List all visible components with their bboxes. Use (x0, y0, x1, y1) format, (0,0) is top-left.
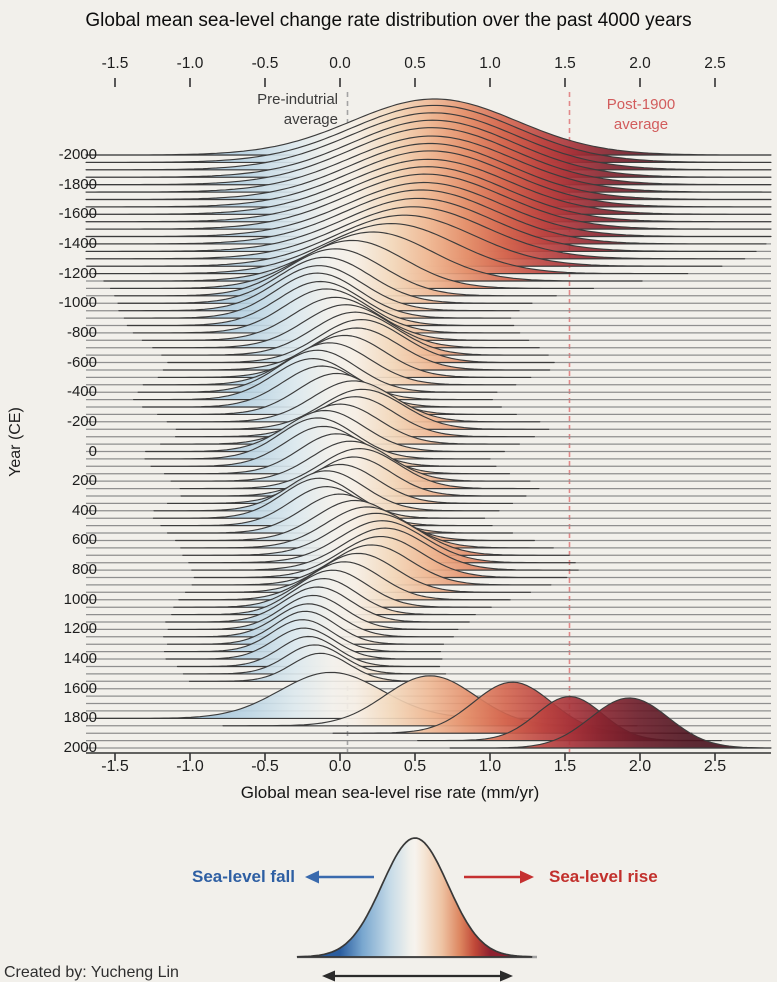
top-axis-tick-label: -1.5 (101, 55, 129, 72)
sea-level-fall-arrowhead-icon (305, 870, 319, 884)
bottom-axis-tick-label: -1.0 (176, 758, 204, 775)
axes (86, 78, 771, 761)
top-axis-tick-label: 0.0 (329, 55, 351, 72)
top-axis-tick-label: 0.5 (404, 55, 426, 72)
y-axis-tick-label: -1800 (58, 175, 97, 193)
legend-graphic (296, 837, 537, 982)
y-axis-tick-label: -1400 (58, 234, 97, 252)
ridges (85, 98, 772, 749)
y-axis-tick-label: 1400 (63, 650, 97, 668)
y-axis-tick-label: 600 (71, 531, 97, 549)
bottom-axis-tick-label: 1.5 (553, 758, 577, 775)
legend-span-arrowhead-left-icon (322, 970, 335, 982)
top-axis-tick-label: 2.5 (704, 55, 726, 72)
sea-level-rise-arrowhead-icon (520, 870, 534, 884)
y-axis-tick-label: 0 (88, 442, 97, 460)
y-axis-tick-label: -600 (66, 353, 97, 371)
y-axis-tick-label: 1200 (63, 620, 97, 638)
y-axis-tick-label: 1600 (63, 679, 97, 697)
y-axis-tick-label: 400 (71, 501, 97, 519)
legend-sea-level-fall-label: Sea-level fall (191, 867, 295, 886)
post-1900-annotation-line2: average (613, 116, 669, 133)
post-1900-annotation: Post-1900 average (585, 95, 697, 135)
y-axis-tick-label: 800 (71, 561, 97, 579)
y-axis-tick-label: 200 (71, 472, 97, 490)
y-axis-tick-label: -400 (66, 383, 97, 401)
y-axis-tick-label: 1800 (63, 709, 97, 727)
pre-industrial-annotation-line2: average (283, 111, 338, 128)
chart-title: Global mean sea-level change rate distri… (85, 10, 692, 31)
bottom-axis-tick-label: 2.5 (703, 758, 727, 775)
top-axis-tick-label: 2.0 (629, 55, 651, 72)
legend-sea-level-rise-label: Sea-level rise (549, 867, 658, 886)
y-axis-tick-label: -1200 (58, 264, 97, 282)
y-axis-tick-label: -200 (66, 412, 97, 430)
y-axis-tick-label: 1000 (63, 590, 97, 608)
legend-density-curve (296, 837, 533, 958)
x-axis-label: Global mean sea-level rise rate (mm/yr) (240, 783, 540, 802)
y-axis-tick-label: -2000 (58, 146, 97, 163)
post-1900-annotation-line1: Post-1900 (606, 96, 676, 113)
legend-span-arrowhead-right-icon (500, 970, 513, 982)
y-axis-tick-label: -1000 (58, 294, 97, 312)
bottom-axis-tick-label: 0.0 (328, 758, 352, 775)
credit-text: Created by: Yucheng Lin (4, 964, 179, 981)
density-ridge-year-2000 (449, 697, 772, 749)
bottom-axis-tick-label: 1.0 (478, 758, 502, 775)
top-axis-tick-label: 1.0 (479, 55, 501, 72)
bottom-axis-tick-label: 0.5 (403, 758, 427, 775)
bottom-axis-tick-label: -0.5 (251, 758, 279, 775)
y-axis-tick-label: -1600 (58, 205, 97, 223)
top-axis-tick-label: 1.5 (554, 55, 576, 72)
y-axis-tick-label: 2000 (63, 739, 97, 756)
top-axis-tick-label: -0.5 (251, 55, 279, 72)
y-axis-tick-label: -800 (66, 323, 97, 341)
pre-industrial-annotation: Pre-indutrial average (160, 90, 338, 130)
bottom-axis-tick-label: 2.0 (628, 758, 652, 775)
bottom-axis-tick-label: -1.5 (101, 758, 129, 775)
pre-industrial-annotation-line1: Pre-indutrial (257, 91, 338, 108)
top-axis-tick-label: -1.0 (176, 55, 204, 72)
